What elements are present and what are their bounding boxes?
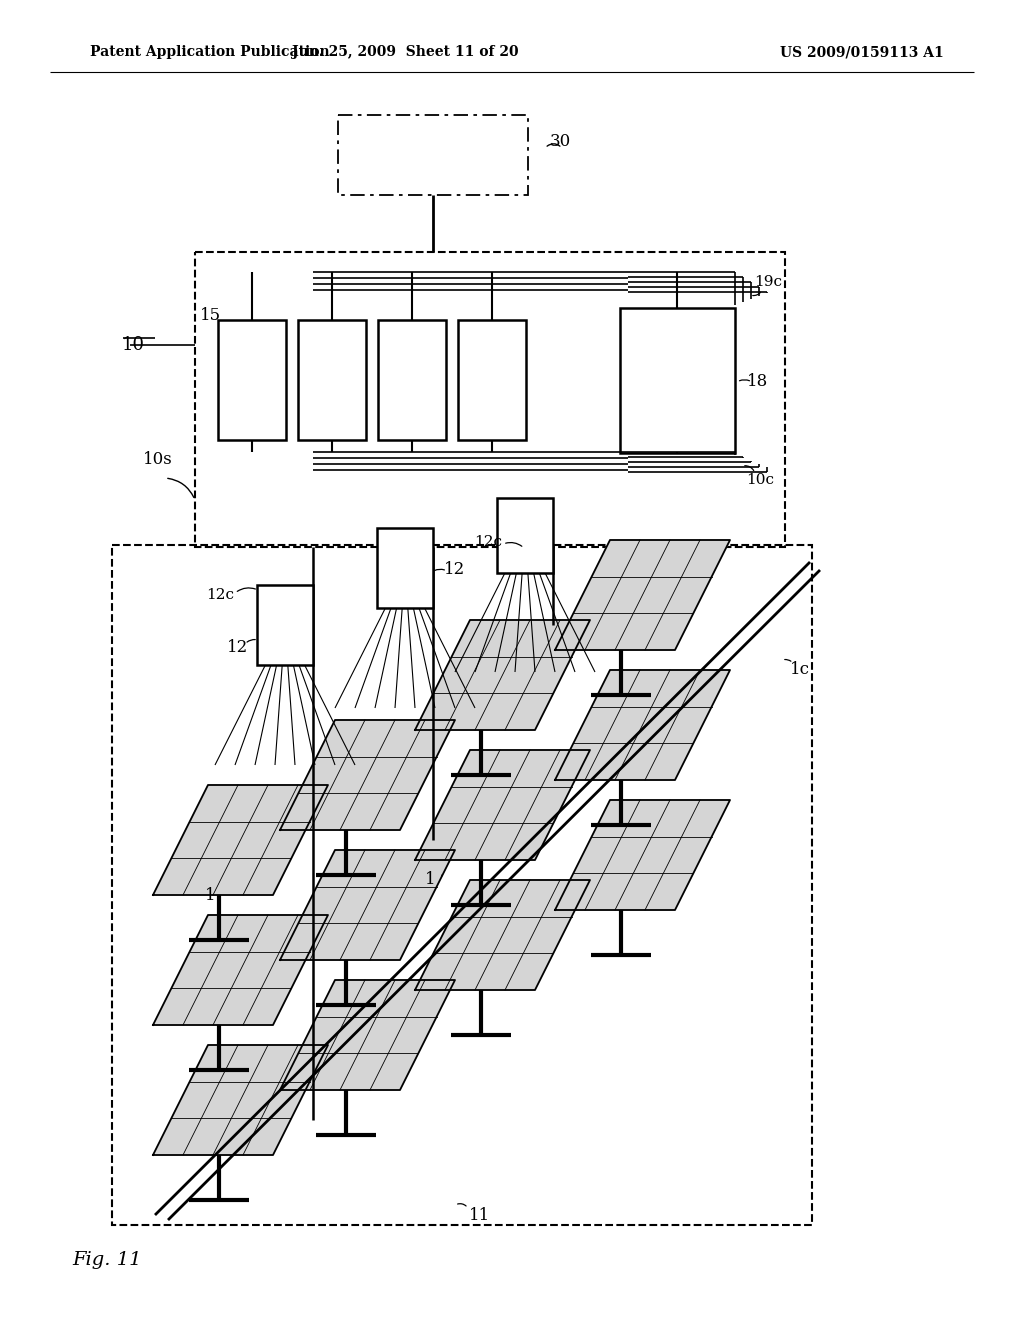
Polygon shape: [555, 540, 730, 649]
Bar: [620, 308, 735, 453]
Text: 12c: 12c: [474, 535, 502, 549]
Text: 15: 15: [200, 306, 220, 323]
Polygon shape: [415, 880, 590, 990]
Polygon shape: [153, 785, 328, 895]
Text: 18: 18: [748, 374, 769, 391]
Text: US 2009/0159113 A1: US 2009/0159113 A1: [780, 45, 944, 59]
Text: 10c: 10c: [746, 473, 774, 487]
Text: 12: 12: [227, 639, 249, 656]
Polygon shape: [555, 800, 730, 909]
Polygon shape: [415, 750, 590, 861]
Text: 12c: 12c: [206, 587, 234, 602]
Bar: [378, 319, 446, 440]
Bar: [458, 319, 526, 440]
Text: Patent Application Publication: Patent Application Publication: [90, 45, 330, 59]
Bar: [112, 545, 812, 1225]
Text: 1c: 1c: [790, 661, 810, 678]
Bar: [298, 319, 366, 440]
Bar: [377, 528, 433, 609]
Polygon shape: [153, 1045, 328, 1155]
Text: 11: 11: [469, 1206, 490, 1224]
Text: 30: 30: [549, 133, 570, 150]
Text: Fig. 11: Fig. 11: [72, 1251, 141, 1269]
Text: 10s: 10s: [143, 451, 173, 469]
Text: 10: 10: [122, 337, 144, 354]
Bar: [195, 252, 785, 546]
Polygon shape: [280, 850, 455, 960]
Bar: [218, 319, 286, 440]
Text: Jun. 25, 2009  Sheet 11 of 20: Jun. 25, 2009 Sheet 11 of 20: [292, 45, 518, 59]
Polygon shape: [555, 671, 730, 780]
Bar: [497, 498, 553, 573]
Text: 1: 1: [425, 871, 435, 888]
Bar: [338, 115, 528, 195]
Polygon shape: [280, 719, 455, 830]
Polygon shape: [153, 915, 328, 1026]
Text: 12: 12: [444, 561, 466, 578]
Bar: [257, 585, 313, 665]
Polygon shape: [280, 979, 455, 1090]
Polygon shape: [415, 620, 590, 730]
Text: 19c: 19c: [754, 275, 782, 289]
Text: 1: 1: [205, 887, 215, 903]
